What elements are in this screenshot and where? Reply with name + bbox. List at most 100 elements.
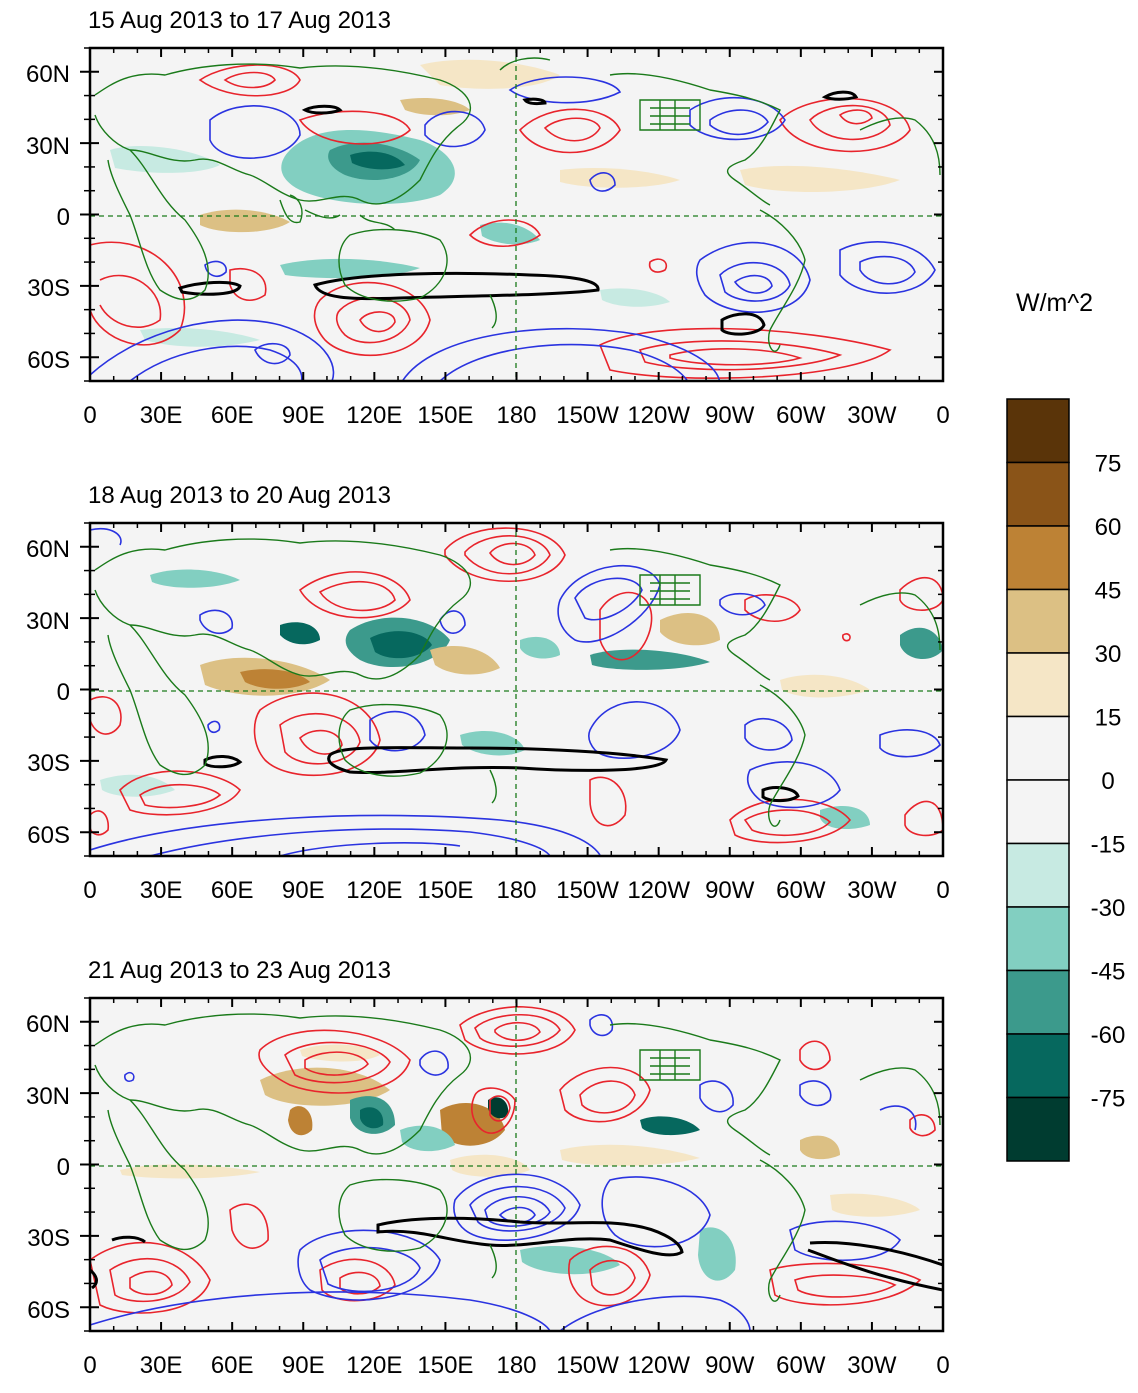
lon-label: 120W xyxy=(627,1352,690,1379)
lon-label: 120W xyxy=(627,877,690,904)
lat-label-30N: 30N xyxy=(26,1083,70,1110)
lat-label-30S: 30S xyxy=(27,1225,70,1252)
colorbar-label: -15 xyxy=(1091,832,1126,859)
lon-label: 150W xyxy=(556,877,619,904)
colorbar-label: -75 xyxy=(1091,1086,1126,1113)
lat-label-30N: 30N xyxy=(26,133,70,160)
lon-label: 60E xyxy=(211,877,254,904)
panel-3-ticks xyxy=(80,997,944,1332)
lat-label-60N: 60N xyxy=(26,1011,70,1038)
lon-label: 0 xyxy=(83,1352,96,1379)
lon-label: 150E xyxy=(417,877,473,904)
colorbar-label: 15 xyxy=(1095,705,1122,732)
panel-3-field xyxy=(90,998,943,1331)
lat-label-30N: 30N xyxy=(26,608,70,635)
colorbar-swatch xyxy=(1006,779,1070,845)
lat-label-30S: 30S xyxy=(27,275,70,302)
colorbar-label: 45 xyxy=(1095,578,1122,605)
map-panel-2: 18 Aug 2013 to 20 Aug 2013 xyxy=(26,482,950,904)
lon-label: 150E xyxy=(417,402,473,429)
colorbar-label: -30 xyxy=(1091,895,1126,922)
colorbar-label: -60 xyxy=(1091,1022,1126,1049)
lon-label: 90W xyxy=(705,1352,755,1379)
panel-3-lat-labels: 60N 30N 0 30S 60S xyxy=(26,1011,70,1324)
panel-2-ticks xyxy=(80,522,944,857)
colorbar-swatch xyxy=(1006,525,1070,591)
lon-label: 90E xyxy=(282,402,325,429)
panel-1-lat-labels: 60N 30N 0 30S 60S xyxy=(26,61,70,374)
lat-label-60S: 60S xyxy=(27,1297,70,1324)
colorbar-swatch xyxy=(1006,1033,1070,1099)
lon-label: 0 xyxy=(83,877,96,904)
lat-label-30S: 30S xyxy=(27,750,70,777)
panel-2-lon-labels: 0 30E 60E 90E 120E 150E 180 150W 120W 90W 60W 30W 0 xyxy=(83,877,949,904)
lon-label: 0 xyxy=(936,402,949,429)
lon-label: 60E xyxy=(211,1352,254,1379)
lon-label: 30W xyxy=(847,1352,897,1379)
lon-label: 120W xyxy=(627,402,690,429)
colorbar-swatch xyxy=(1006,461,1070,527)
lon-label: 150W xyxy=(556,1352,619,1379)
lon-label: 120E xyxy=(346,877,402,904)
lon-label: 90W xyxy=(705,402,755,429)
lat-label-60N: 60N xyxy=(26,536,70,563)
colorbar-swatch xyxy=(1006,398,1070,464)
colorbar-swatch xyxy=(1006,969,1070,1035)
panel-1-lon-labels: 0 30E 60E 90E 120E 150E 180 150W 120W 90W 60W 30W 0 xyxy=(83,402,949,429)
colorbar: W/m^2 75 60 45 30 15 0 -15 -30 -45 -60 -75 xyxy=(1006,289,1126,1162)
lat-label-60S: 60S xyxy=(27,347,70,374)
panel-1-ticks xyxy=(80,47,944,382)
lon-label: 180 xyxy=(496,402,536,429)
colorbar-swatch xyxy=(1006,652,1070,718)
lon-label: 0 xyxy=(83,402,96,429)
lon-label: 150E xyxy=(417,1352,473,1379)
lat-label-60S: 60S xyxy=(27,822,70,849)
lon-label: 90W xyxy=(705,877,755,904)
colorbar-label: 60 xyxy=(1095,514,1122,541)
lon-label: 60E xyxy=(211,402,254,429)
lon-label: 180 xyxy=(496,1352,536,1379)
panel-2-title: 18 Aug 2013 to 20 Aug 2013 xyxy=(88,482,391,509)
lon-label: 0 xyxy=(936,877,949,904)
colorbar-swatch xyxy=(1006,906,1070,972)
map-panel-1: 15 Aug 2013 to 17 Aug 2013 xyxy=(26,7,950,429)
lon-label: 30W xyxy=(847,402,897,429)
colorbar-units: W/m^2 xyxy=(1016,289,1093,317)
lon-label: 0 xyxy=(936,1352,949,1379)
colorbar-label: 75 xyxy=(1095,451,1122,478)
lon-label: 60W xyxy=(776,877,826,904)
panel-1-field xyxy=(90,48,943,381)
lon-label: 180 xyxy=(496,877,536,904)
colorbar-swatch xyxy=(1006,588,1070,654)
colorbar-label: 30 xyxy=(1095,641,1122,668)
map-panel-3: 21 Aug 2013 to 23 Aug 2013 xyxy=(26,957,950,1379)
lat-label-eq: 0 xyxy=(57,1154,70,1181)
lon-label: 150W xyxy=(556,402,619,429)
lon-label: 90E xyxy=(282,1352,325,1379)
lon-label: 90E xyxy=(282,877,325,904)
colorbar-label: 0 xyxy=(1101,768,1114,795)
panel-3-lon-labels: 0 30E 60E 90E 120E 150E 180 150W 120W 90W 60W 30W 0 xyxy=(83,1352,949,1379)
panel-1-title: 15 Aug 2013 to 17 Aug 2013 xyxy=(88,7,391,34)
lat-label-eq: 0 xyxy=(57,204,70,231)
lon-label: 30E xyxy=(140,1352,183,1379)
colorbar-swatch xyxy=(1006,1096,1070,1162)
lat-label-60N: 60N xyxy=(26,61,70,88)
panel-2-lat-labels: 60N 30N 0 30S 60S xyxy=(26,536,70,849)
lon-label: 60W xyxy=(776,1352,826,1379)
lat-label-eq: 0 xyxy=(57,679,70,706)
lon-label: 30W xyxy=(847,877,897,904)
lon-label: 120E xyxy=(346,1352,402,1379)
lon-label: 30E xyxy=(140,877,183,904)
colorbar-label: -45 xyxy=(1091,959,1126,986)
lon-label: 30E xyxy=(140,402,183,429)
colorbar-labels: 75 60 45 30 15 0 -15 -30 -45 -60 -75 xyxy=(1091,451,1126,1113)
colorbar-swatch xyxy=(1006,715,1070,781)
panel-3-title: 21 Aug 2013 to 23 Aug 2013 xyxy=(88,957,391,984)
lon-label: 120E xyxy=(346,402,402,429)
colorbar-swatch xyxy=(1006,842,1070,908)
lon-label: 60W xyxy=(776,402,826,429)
panel-2-field xyxy=(90,523,943,856)
colorbar-swatches xyxy=(1006,398,1070,1162)
